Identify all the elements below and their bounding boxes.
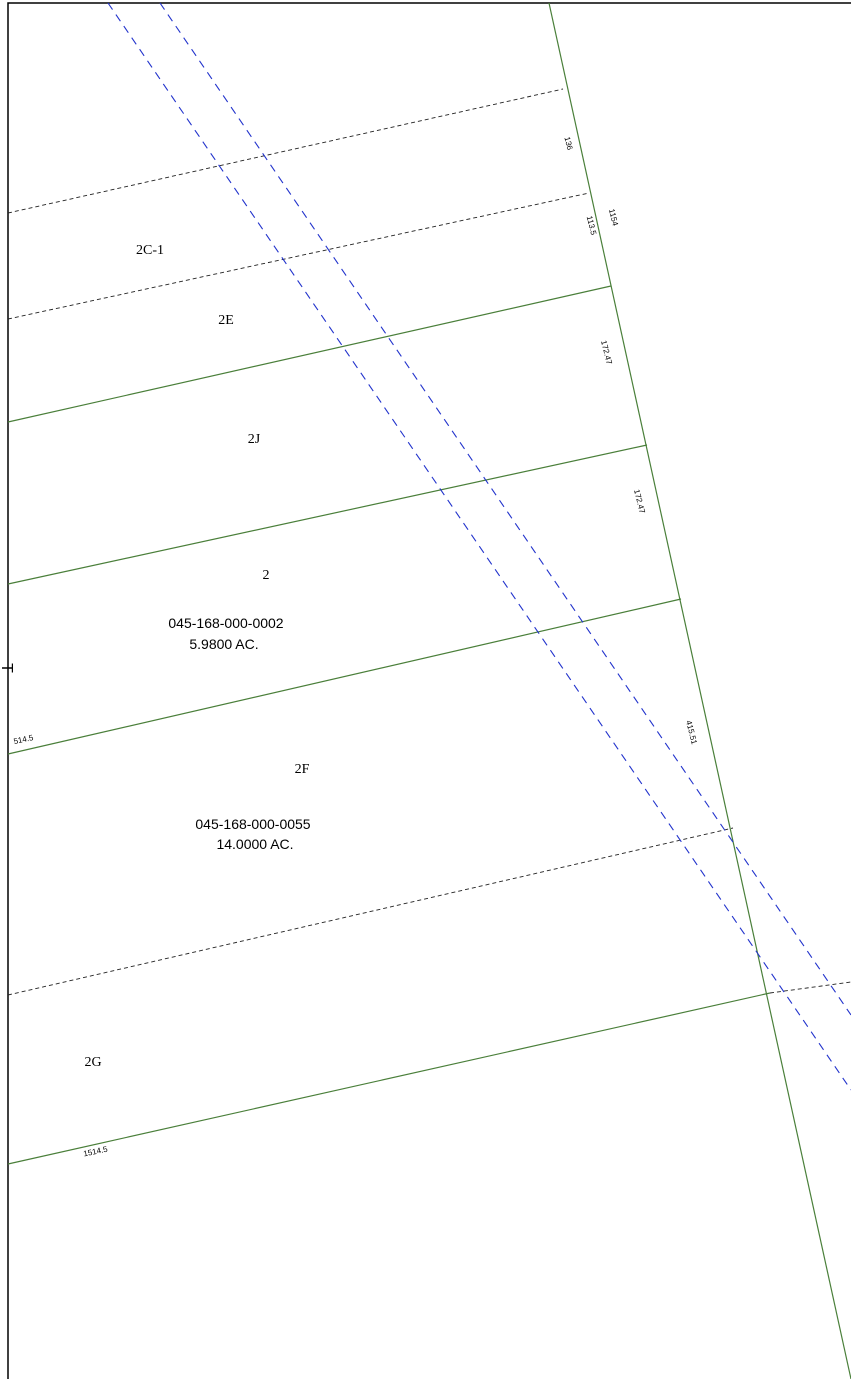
parcel-label-2G: 2G [84,1055,101,1070]
utility-line-west [107,2,851,1091]
dimension-172-47-a: 172.47 [599,339,614,365]
easement-line-2C1-2E [7,192,590,320]
dimension-172-47-b: 172.47 [632,488,647,514]
parcel-label-2: 2 [263,568,270,583]
dimension-514-5: 514.5 [13,733,35,746]
easement-line-2F-2G [7,827,734,996]
lot-line-2J-2 [7,444,648,585]
parcel-label-2J: 2J [248,432,261,447]
dimension-1154: 1154 [607,208,620,227]
parcel-label-2C-1: 2C-1 [136,243,164,258]
easement-line-north [7,88,564,214]
parcel-label-2F: 2F [295,762,310,777]
lot-line-2E-2J [7,285,612,423]
utility-line-east [159,2,851,1016]
lot-line-2G-south [7,992,771,1165]
edge-text-fragment: T [0,663,15,673]
dimension-415-51: 415.51 [684,719,699,745]
right-boundary-line [548,2,851,1379]
map-frame [7,2,851,1379]
easement-line-east [769,981,851,994]
parcel-label-2E: 2E [218,313,234,328]
lot-line-2-2F [7,598,682,755]
dimension-136: 136 [562,136,574,152]
parcel-id-2F: 045-168-000-0055 [195,816,310,832]
parcel-area-2: 5.9800 AC. [189,636,258,652]
parcel-id-2: 045-168-000-0002 [168,615,283,631]
parcel-area-2F: 14.0000 AC. [216,836,293,852]
